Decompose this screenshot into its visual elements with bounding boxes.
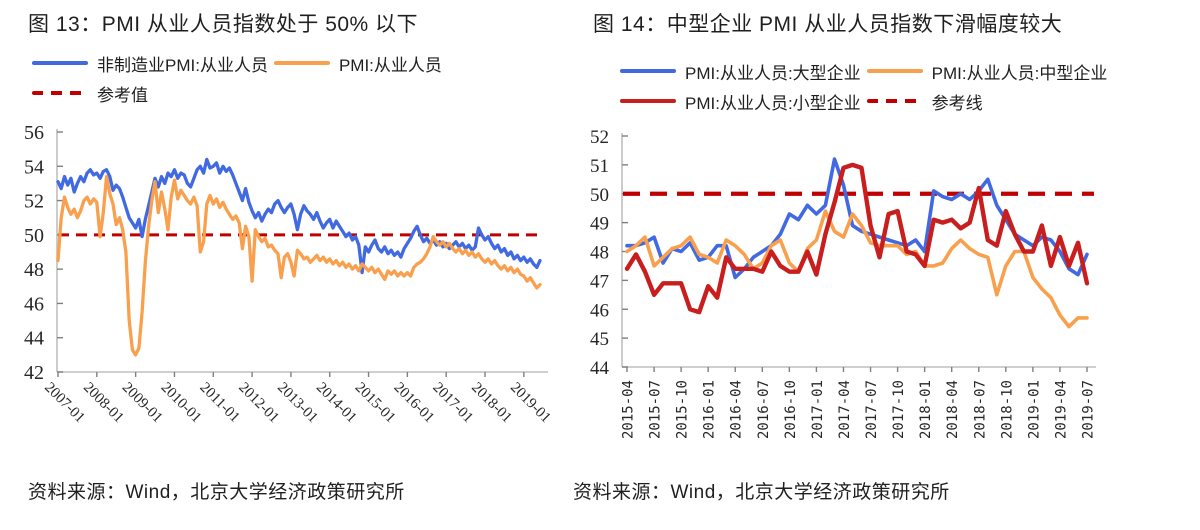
chart2-title: 图 14：中型企业 PMI 从业人员指数下滑幅度较大: [593, 13, 1063, 36]
x-tick-label: 2019-04: [1053, 380, 1069, 439]
legend-entry-series: PMI:从业人员:小型企业: [620, 89, 861, 114]
x-tick-label: 2016-07: [756, 380, 772, 439]
y-tick-label: 48: [24, 259, 44, 281]
line-swatch-icon: [866, 69, 923, 73]
y-tick-label: 44: [590, 358, 610, 379]
legend-label: PMI:从业人员:中型企业: [931, 63, 1108, 83]
chart2-plot: 52 51 50 49 48 47 46 45 44 2015-04 2015-07 2015-10 2…: [590, 127, 1097, 439]
y-tick-label: 44: [24, 328, 44, 350]
x-tick-label: 2012-01: [235, 380, 282, 427]
legend-entry-series: PMI:从业人员:大型企业: [620, 59, 861, 84]
x-tick-label: 2018-01: [468, 380, 515, 427]
x-tick-label: 2015-10: [675, 380, 691, 439]
legend-label: 参考线: [931, 93, 983, 113]
x-tick-label: 2009-01: [119, 380, 166, 427]
chart1-legend: 非制造业PMI:从业人员 PMI:从业人员参考值: [32, 50, 442, 106]
x-tick-label: 2017-04: [837, 380, 853, 439]
legend-entry-reference: 参考值: [32, 81, 148, 106]
x-tick-label: 2019-01: [507, 380, 554, 427]
legend-entry-series: PMI:从业人员: [273, 51, 442, 76]
legend-label: PMI:从业人员:小型企业: [685, 93, 861, 113]
series-line-1: [56, 174, 542, 357]
chart2-legend: PMI:从业人员:大型企业 PMI:从业人员:中型企业 PMI:从业人员:小型企业 参…: [620, 58, 1107, 114]
y-tick-label: 56: [24, 122, 44, 144]
legend-entry-series: PMI:从业人员:中型企业: [866, 59, 1108, 84]
y-tick-label: 42: [24, 362, 44, 384]
y-tick-label: 52: [590, 127, 609, 148]
x-tick-label: 2016-01: [391, 380, 438, 427]
series-line-2: [624, 162, 1090, 315]
x-tick-label: 2017-01: [429, 380, 476, 427]
x-tick-label: 2018-10: [999, 380, 1015, 439]
legend-row: 非制造业PMI:从业人员 PMI:从业人员: [32, 50, 442, 76]
legend-label: PMI:从业人员: [338, 55, 442, 75]
dashed-line-swatch-icon: [866, 99, 923, 103]
x-tick-label: 2019-07: [1081, 380, 1097, 439]
y-tick-label: 51: [590, 156, 609, 177]
line-swatch-icon: [620, 99, 676, 103]
legend-entry-series: 非制造业PMI:从业人员: [32, 51, 268, 76]
x-tick-label: 2007-01: [41, 380, 88, 427]
y-tick-label: 50: [24, 225, 44, 247]
chart1-plot: 56545250484644422007-012008-012009-01201…: [24, 122, 554, 427]
y-tick-label: 46: [24, 293, 44, 315]
line-swatch-icon: [32, 61, 88, 65]
y-tick-label: 52: [24, 191, 44, 213]
x-tick-label: 2010-01: [158, 380, 205, 427]
x-tick-label: 2015-01: [352, 380, 399, 427]
x-tick-label: 2013-01: [274, 380, 321, 427]
x-tick-label: 2016-10: [783, 380, 799, 439]
x-tick-label: 2017-07: [864, 380, 880, 439]
chart1-title: 图 13：PMI 从业人员指数处于 50% 以下: [28, 13, 419, 36]
x-tick-label: 2017-01: [810, 380, 826, 439]
y-tick-label: 45: [590, 329, 609, 350]
series-line-1: [625, 209, 1089, 329]
series-line-0: [56, 157, 542, 275]
line-swatch-icon: [620, 69, 676, 73]
x-tick-label: 2018-07: [972, 380, 988, 439]
x-tick-label: 2015-04: [621, 380, 637, 439]
x-tick-label: 2014-01: [313, 380, 360, 427]
line-swatch-icon: [273, 61, 330, 65]
x-tick-label: 2016-04: [729, 380, 745, 439]
legend-label: 非制造业PMI:从业人员: [97, 55, 268, 75]
y-tick-label: 46: [590, 300, 609, 321]
legend-row: PMI:从业人员:大型企业 PMI:从业人员:中型企业: [620, 58, 1107, 84]
dashed-line-swatch-icon: [32, 91, 88, 95]
x-tick-label: 2008-01: [80, 380, 127, 427]
chart2-source: 资料来源：Wind，北京大学经济政策研究所: [573, 482, 950, 503]
x-tick-label: 2018-04: [945, 380, 961, 439]
x-tick-label: 2018-01: [918, 380, 934, 439]
legend-row: 参考值: [32, 80, 442, 106]
y-tick-label: 48: [590, 243, 609, 264]
y-tick-label: 47: [590, 271, 609, 292]
legend-entry-reference: 参考线: [866, 89, 1102, 114]
y-tick-label: 49: [590, 214, 609, 235]
chart1-source: 资料来源：Wind，北京大学经济政策研究所: [28, 482, 405, 503]
y-tick-label: 50: [590, 185, 609, 206]
legend-label: PMI:从业人员:大型企业: [685, 63, 861, 83]
x-tick-label: 2019-01: [1026, 380, 1042, 439]
x-tick-label: 2017-10: [891, 380, 907, 439]
legend-row: PMI:从业人员:小型企业 参考线: [620, 88, 1107, 114]
legend-label: 参考值: [97, 85, 148, 105]
x-tick-label: 2011-01: [196, 380, 242, 426]
y-tick-label: 54: [24, 156, 44, 178]
x-tick-label: 2015-07: [648, 380, 664, 439]
x-tick-label: 2016-01: [702, 380, 718, 439]
